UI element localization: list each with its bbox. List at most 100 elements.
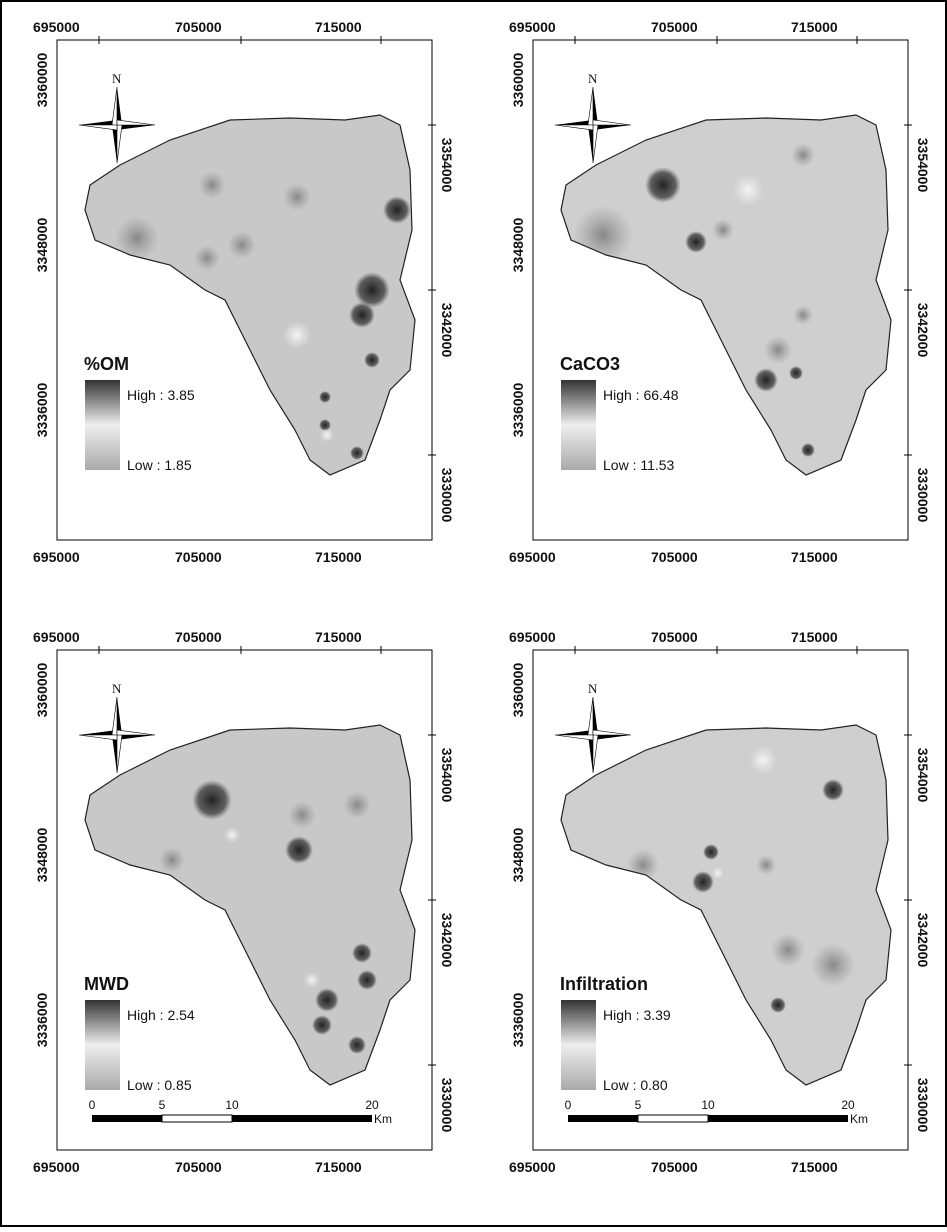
legend-title: CaCO3 [560, 354, 620, 374]
surface [627, 746, 855, 1013]
surface-blob [771, 933, 805, 967]
x-tick-label: 695000 [509, 1159, 556, 1175]
surface [115, 171, 411, 460]
scale-label: 10 [225, 1098, 239, 1112]
y-tick-label: 3336000 [34, 383, 50, 438]
surface-blob [198, 171, 226, 199]
scale-label: 20 [365, 1098, 379, 1112]
scale-seg [232, 1115, 372, 1122]
surface-blob [712, 219, 734, 241]
surface-blob [789, 366, 803, 380]
arrow-light [554, 729, 632, 741]
y-tick-label: 3354000 [915, 138, 931, 193]
watershed-outline [84, 724, 416, 1086]
legend-title: Infiltration [560, 974, 648, 994]
north-arrow: N [78, 681, 156, 774]
scale-seg [708, 1115, 848, 1122]
y-tick-label: 3354000 [439, 748, 455, 803]
north-arrow: N [78, 71, 156, 164]
surface-blob [383, 196, 411, 224]
scale-label: 10 [701, 1098, 715, 1112]
surface-blob [756, 855, 776, 875]
y-tick-label: 3360000 [34, 663, 50, 718]
surface-blob [343, 791, 371, 819]
scale-seg [161, 1114, 233, 1123]
scale-label: 0 [565, 1098, 572, 1112]
surface-blob [283, 321, 311, 349]
surface-blob [224, 827, 240, 843]
x-tick-label: 715000 [315, 549, 362, 565]
legend-low: Low : 0.80 [603, 1077, 668, 1093]
y-tick-label: 3342000 [439, 913, 455, 968]
legend-low: Low : 1.85 [127, 457, 192, 473]
scale-label: 5 [159, 1098, 166, 1112]
legend-title: %OM [84, 354, 129, 374]
scale-seg [637, 1114, 709, 1123]
north-label: N [588, 681, 598, 696]
surface-blob [304, 972, 320, 988]
x-tick-label: 715000 [791, 629, 838, 645]
y-tick-label: 3330000 [915, 468, 931, 523]
scale-label: 0 [89, 1098, 96, 1112]
y-tick-label: 3330000 [439, 1078, 455, 1133]
legend-ramp [561, 1000, 596, 1090]
surface-blob [283, 183, 311, 211]
map-panel: 695000 695000 705000 705000 715000 715000 3360… [509, 629, 931, 1175]
y-tick-label: 3348000 [34, 218, 50, 273]
x-tick-label: 705000 [175, 629, 222, 645]
x-tick-label: 715000 [791, 1159, 838, 1175]
north-label: N [112, 681, 122, 696]
legend-ramp [85, 380, 120, 470]
surface-blob [288, 801, 316, 829]
x-tick-label: 715000 [315, 19, 362, 35]
x-tick-label: 695000 [33, 549, 80, 565]
legend-high: High : 66.48 [603, 387, 679, 403]
surface-blob [811, 943, 855, 987]
watershed-outline [84, 114, 416, 476]
x-tick-label: 695000 [33, 1159, 80, 1175]
arrow-light [78, 119, 156, 131]
x-tick-label: 705000 [651, 19, 698, 35]
y-tick-label: 3360000 [510, 663, 526, 718]
legend-high: High : 3.39 [603, 1007, 671, 1023]
y-tick-label: 3330000 [915, 1078, 931, 1133]
surface-blob [350, 446, 364, 460]
x-tick-label: 695000 [509, 19, 556, 35]
north-label: N [588, 71, 598, 86]
surface-blob [228, 231, 256, 259]
map-panel: 695000 695000 705000 705000 715000 715000 3360… [33, 629, 455, 1175]
legend-low: Low : 0.85 [127, 1077, 192, 1093]
arrow-light [78, 729, 156, 741]
x-tick-label: 695000 [509, 629, 556, 645]
scale-unit: Km [374, 1112, 392, 1126]
surface-blob [194, 245, 220, 271]
surface-blob [315, 988, 339, 1012]
scale-seg [568, 1115, 638, 1122]
north-arrow: N [554, 681, 632, 774]
surface-blob [645, 167, 681, 203]
surface-blob [692, 871, 714, 893]
watershed [561, 115, 891, 475]
y-tick-label: 3348000 [510, 218, 526, 273]
watershed-outline [560, 114, 892, 476]
surface-blob [822, 779, 844, 801]
surface-blob [320, 428, 334, 442]
x-tick-label: 705000 [651, 629, 698, 645]
map-panel: 695000 695000 705000 705000 715000 715000 3360… [509, 19, 931, 565]
x-tick-label: 715000 [315, 1159, 362, 1175]
x-tick-label: 705000 [175, 1159, 222, 1175]
y-tick-label: 3348000 [510, 828, 526, 883]
x-tick-label: 695000 [509, 549, 556, 565]
y-tick-label: 3342000 [915, 303, 931, 358]
y-tick-label: 3336000 [510, 383, 526, 438]
scale-label: 20 [841, 1098, 855, 1112]
surface-blob [712, 867, 724, 879]
x-tick-label: 695000 [33, 629, 80, 645]
north-label: N [112, 71, 122, 86]
legend-ramp [561, 380, 596, 470]
y-tick-label: 3360000 [510, 53, 526, 108]
scale-unit: Km [850, 1112, 868, 1126]
surface [159, 780, 377, 1054]
